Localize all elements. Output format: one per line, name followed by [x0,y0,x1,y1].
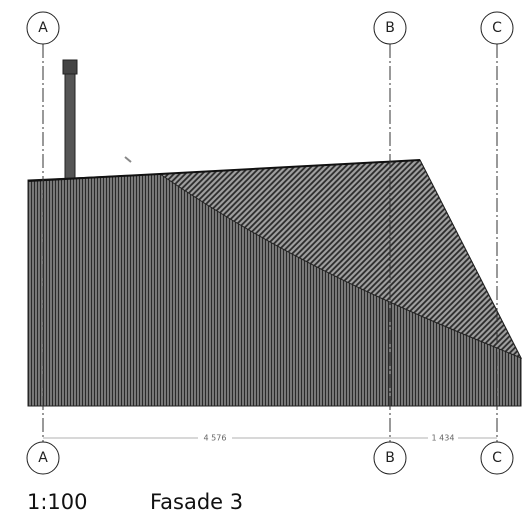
grid-bubble [373,441,407,475]
grid-bubble [480,441,514,475]
dim-bg [198,432,232,444]
grid-label: A [38,20,48,36]
grid-bubble [26,11,60,45]
dimension: 4 576 1 434 [43,432,497,444]
title: Fasade 3 [150,490,243,514]
chimney-cap [62,59,78,75]
grid-bubble [480,11,514,45]
scale: 1:100 [27,490,88,514]
grid-label: A [38,450,48,466]
grid-lines [42,44,498,442]
grid-bubble [373,11,407,45]
grid-label: C [492,20,502,36]
dim-bg [428,432,458,444]
roof [158,159,523,359]
dim-text: 4 576 [204,434,227,443]
chimney [64,71,76,181]
grid-bubble [26,441,60,475]
detail [124,156,132,163]
grid-label: B [385,450,395,466]
grid-label: C [492,450,502,466]
dim-text: 1 434 [432,434,455,443]
roof-edge [27,159,421,182]
bubbles: A B C A B C [26,11,514,475]
facade [27,59,523,407]
grid-label: B [385,20,395,36]
